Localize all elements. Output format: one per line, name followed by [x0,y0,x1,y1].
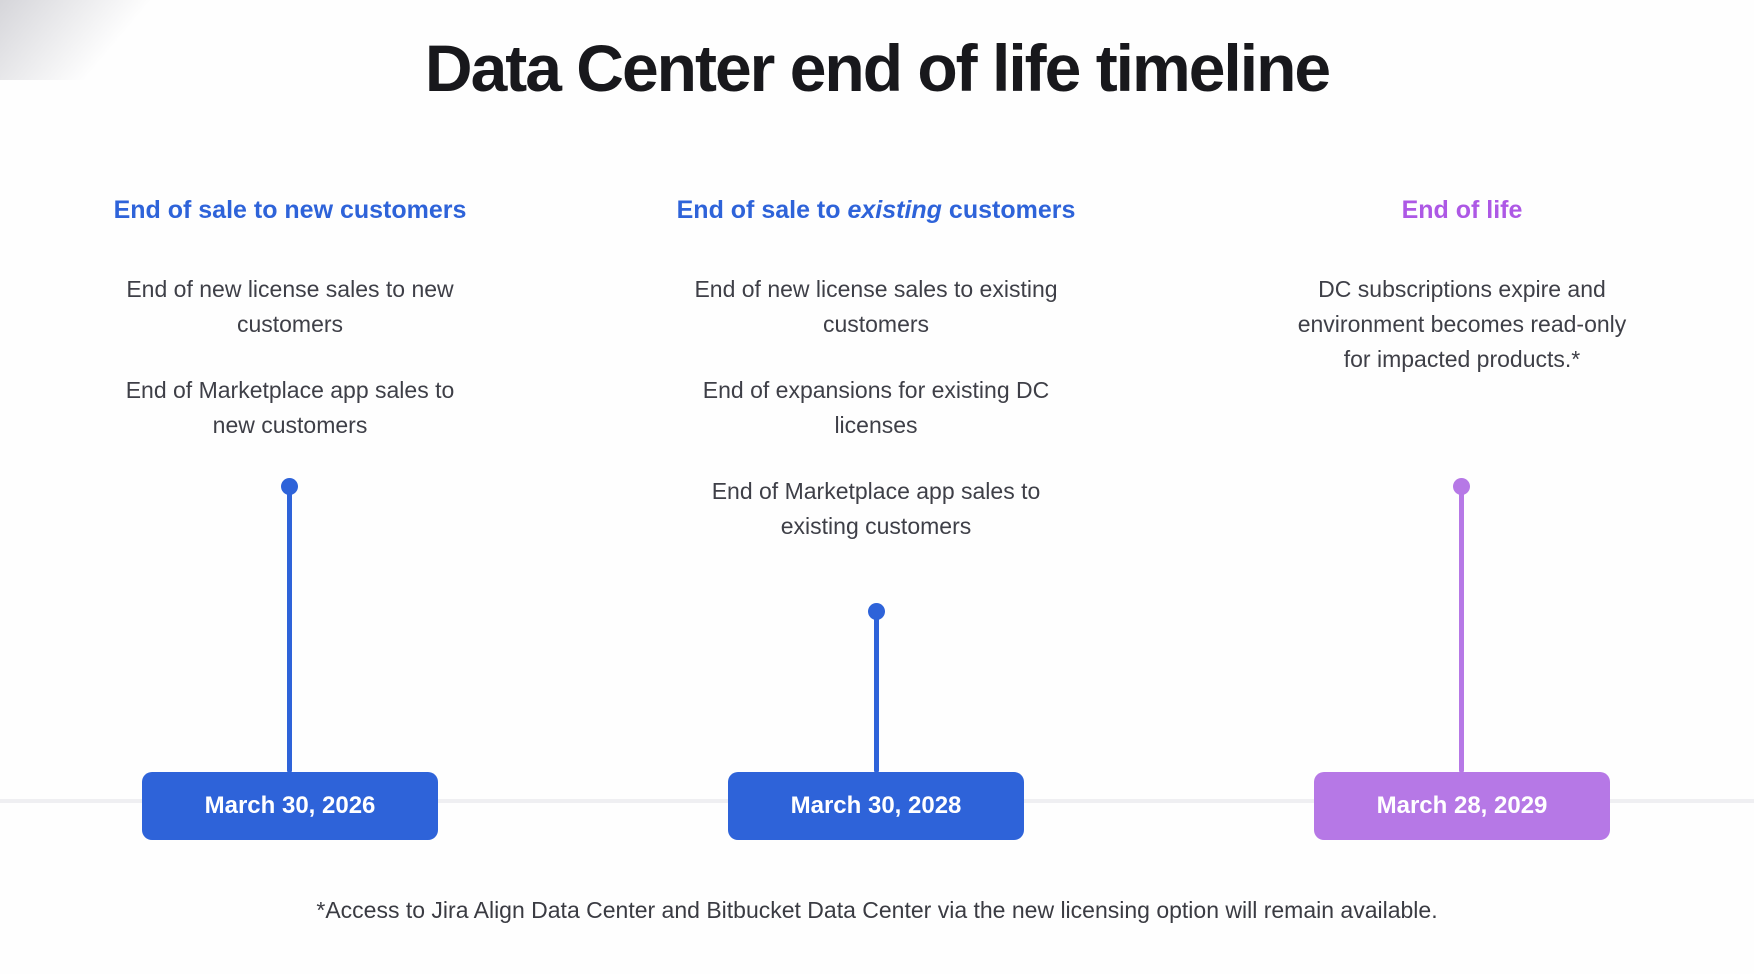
timeline-dot [1453,478,1470,495]
milestone-item: End of new license sales to new customer… [126,276,454,337]
milestone-column-end-of-sale-existing: End of sale to existing customers End of… [666,192,1086,575]
milestone-item: End of new license sales to existing cus… [694,276,1058,337]
date-pill: March 30, 2026 [142,772,438,840]
milestone-heading: End of life [1252,192,1672,228]
milestone-heading: End of sale to existing customers [666,192,1086,228]
milestone-column-end-of-life: End of life DC subscriptions expire and … [1252,192,1672,408]
heading-prefix: End of sale to [676,196,848,224]
milestone-item: End of Marketplace app sales to existing… [711,478,1041,539]
milestone-item: DC subscriptions expire and environment … [1297,276,1627,372]
milestone-item: End of expansions for existing DC licens… [702,377,1050,438]
timeline-stem [1459,486,1464,773]
page-title: Data Center end of life timeline [424,31,1331,105]
heading-prefix: End of sale to new customers [113,196,467,224]
footnote: *Access to Jira Align Data Center and Bi… [316,897,1438,923]
date-pill: March 30, 2028 [728,772,1024,840]
heading-suffix: customers [941,196,1076,224]
timeline-stem [287,486,292,773]
milestone-item: End of Marketplace app sales to new cust… [125,377,455,438]
heading-emphasis: existing [847,196,942,224]
timeline-stem [874,611,879,773]
heading-prefix: End of life [1401,196,1523,224]
timeline-dot [868,603,885,620]
date-pill: March 28, 2029 [1314,772,1610,840]
milestone-column-end-of-sale-new: End of sale to new customers End of new … [80,192,500,474]
milestone-heading: End of sale to new customers [80,192,500,228]
timeline-dot [281,478,298,495]
